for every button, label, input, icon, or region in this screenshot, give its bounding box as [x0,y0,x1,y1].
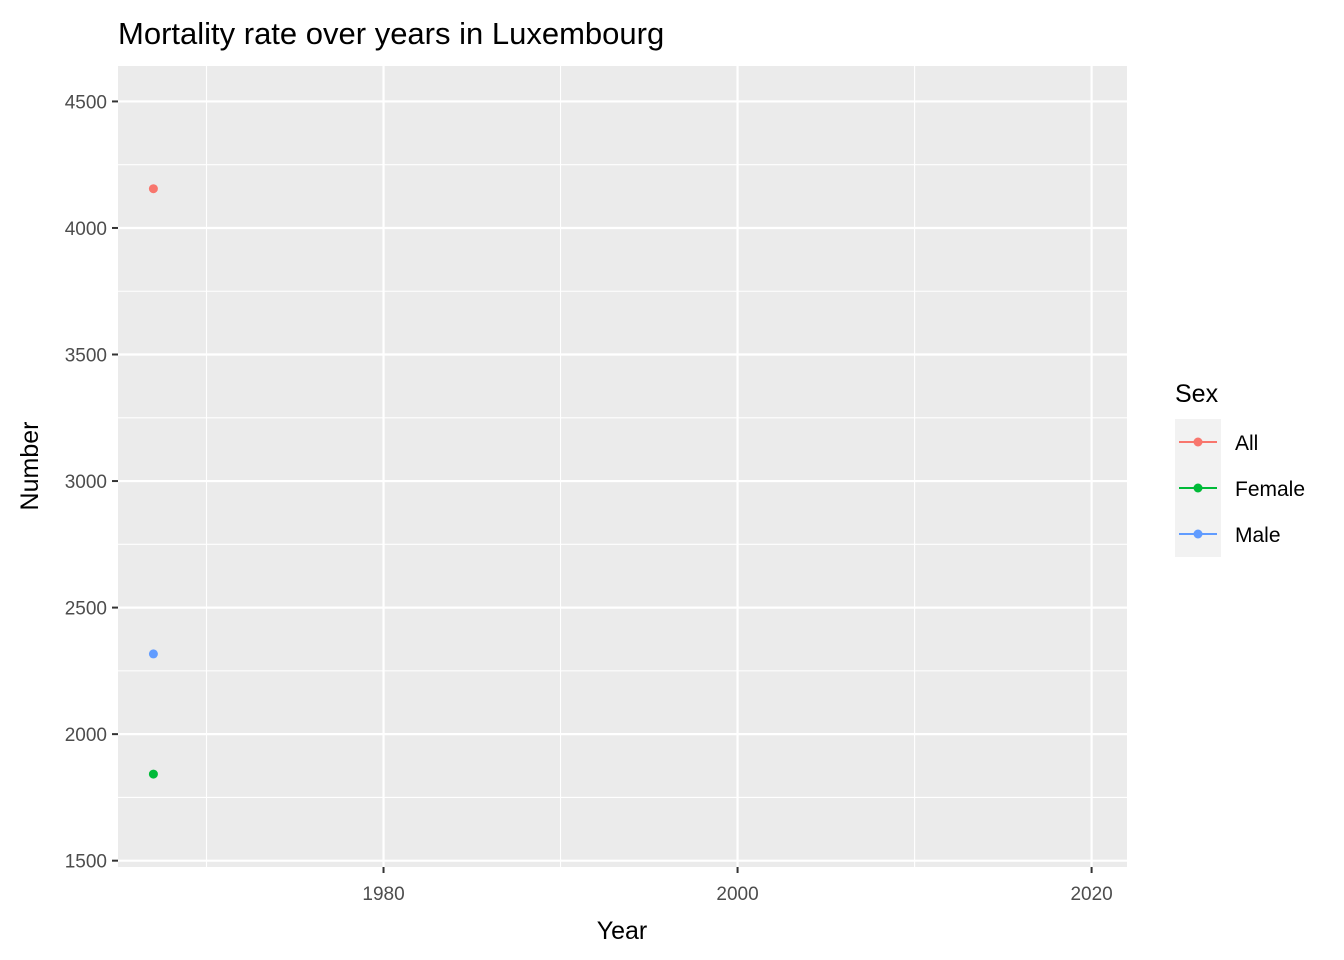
y-axis-title: Number [16,422,44,511]
legend-label-female: Female [1235,478,1305,501]
x-tick-label: 2020 [1070,884,1112,905]
legend-entries: All Female Male [1179,432,1305,547]
legend-title: Sex [1175,380,1219,408]
x-tick-label: 2000 [716,884,758,905]
legend-key-point [1193,437,1203,447]
legend-key-point [1193,483,1203,493]
x-axis-title: Year [597,917,648,945]
y-tick-label: 2000 [65,725,107,746]
y-tick-label: 4000 [65,219,107,240]
data-points [148,184,158,779]
data-point-all [148,184,158,194]
legend: Sex All Female Male [1175,380,1305,557]
y-tick-label: 3000 [65,472,107,493]
data-point-female [148,769,158,779]
plot-panel [118,66,1127,867]
x-axis: 1980 2000 2020 [362,867,1113,905]
legend-label-male: Male [1235,524,1281,547]
minor-gridlines [118,66,1127,867]
chart-title: Mortality rate over years in Luxembourg [118,16,664,51]
y-tick-label: 2500 [65,599,107,620]
y-axis: 1500 2000 2500 3000 3500 4000 4500 [65,92,118,873]
legend-label-all: All [1235,432,1258,455]
y-tick-label: 4500 [65,92,107,113]
y-tick-label: 1500 [65,852,107,873]
y-tick-label: 3500 [65,346,107,367]
major-gridlines [118,66,1127,867]
x-tick-label: 1980 [362,884,404,905]
data-point-male [148,649,158,659]
legend-key-point [1193,529,1203,539]
